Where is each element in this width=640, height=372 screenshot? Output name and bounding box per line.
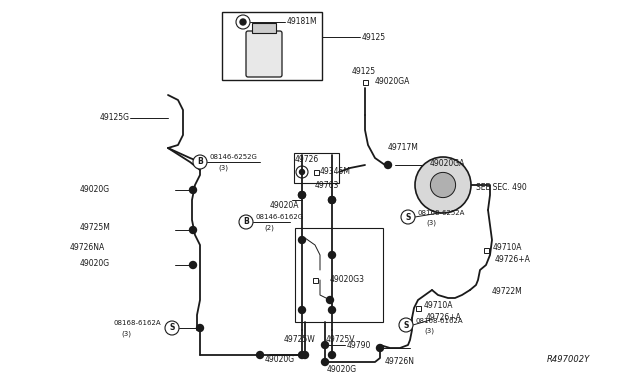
Text: 49020GA: 49020GA — [430, 158, 465, 167]
Circle shape — [415, 157, 471, 213]
Text: 49125G: 49125G — [100, 113, 130, 122]
Text: 49020G: 49020G — [327, 366, 357, 372]
Text: 08168-6162A: 08168-6162A — [416, 318, 463, 324]
Text: 49020GA: 49020GA — [375, 77, 410, 87]
FancyBboxPatch shape — [246, 31, 282, 77]
Circle shape — [328, 196, 335, 203]
Text: 49726: 49726 — [295, 155, 319, 164]
Circle shape — [165, 321, 179, 335]
Circle shape — [328, 307, 335, 314]
Text: 49763: 49763 — [315, 180, 339, 189]
Text: 49726NA: 49726NA — [70, 244, 105, 253]
Circle shape — [257, 352, 264, 359]
Text: 49710A: 49710A — [493, 244, 522, 253]
Circle shape — [328, 251, 335, 259]
Bar — [415, 305, 420, 311]
Text: 49020G: 49020G — [265, 356, 295, 365]
Text: 49725V: 49725V — [326, 336, 355, 344]
Circle shape — [298, 307, 305, 314]
Text: 49125: 49125 — [352, 67, 376, 77]
Text: 49020G3: 49020G3 — [330, 276, 365, 285]
Circle shape — [189, 262, 196, 269]
Circle shape — [298, 192, 305, 199]
Bar — [295, 228, 383, 322]
Circle shape — [376, 344, 383, 352]
Circle shape — [239, 215, 253, 229]
Text: (3): (3) — [121, 331, 131, 337]
Circle shape — [328, 352, 335, 359]
Text: 49726N: 49726N — [385, 357, 415, 366]
Text: SEE SEC. 490: SEE SEC. 490 — [476, 183, 527, 192]
Circle shape — [385, 161, 392, 169]
Circle shape — [321, 341, 328, 349]
Text: 49725M: 49725M — [80, 224, 111, 232]
Text: S: S — [403, 321, 409, 330]
Bar — [312, 278, 317, 282]
Text: 08146-6252G: 08146-6252G — [210, 154, 258, 160]
Circle shape — [300, 170, 305, 174]
Text: 49710A: 49710A — [424, 301, 454, 310]
Bar — [483, 247, 488, 253]
Text: B: B — [197, 157, 203, 167]
Circle shape — [401, 210, 415, 224]
Circle shape — [328, 196, 335, 203]
Circle shape — [298, 352, 305, 359]
Bar — [222, 12, 322, 80]
Text: 49726+A: 49726+A — [426, 314, 462, 323]
Circle shape — [196, 324, 204, 331]
Text: (3): (3) — [218, 165, 228, 171]
Text: 08146-6162G: 08146-6162G — [256, 214, 304, 220]
Circle shape — [430, 172, 456, 198]
Text: 49722M: 49722M — [492, 288, 523, 296]
Text: 49790: 49790 — [347, 340, 371, 350]
Text: 49717M: 49717M — [388, 144, 419, 153]
Bar — [314, 170, 319, 174]
Circle shape — [189, 227, 196, 234]
Bar — [362, 80, 367, 84]
Text: 49725W: 49725W — [284, 336, 316, 344]
Bar — [252, 23, 276, 33]
Text: B: B — [243, 218, 249, 227]
Text: 49181M: 49181M — [287, 17, 317, 26]
Text: 49020A: 49020A — [270, 201, 300, 209]
Text: (3): (3) — [426, 220, 436, 226]
Circle shape — [189, 186, 196, 193]
Circle shape — [298, 192, 305, 199]
Bar — [294, 153, 339, 183]
Text: 49125: 49125 — [362, 32, 386, 42]
Circle shape — [298, 237, 305, 244]
Text: 49726+A: 49726+A — [495, 256, 531, 264]
Text: (2): (2) — [264, 225, 274, 231]
Circle shape — [326, 296, 333, 304]
Text: S: S — [170, 324, 175, 333]
Text: (3): (3) — [424, 328, 434, 334]
Circle shape — [193, 155, 207, 169]
Text: 49345M: 49345M — [320, 167, 351, 176]
Circle shape — [321, 359, 328, 366]
Text: 49020G: 49020G — [80, 186, 110, 195]
Text: 08168-6162A: 08168-6162A — [113, 320, 161, 326]
Text: R497002Y: R497002Y — [547, 356, 590, 365]
Text: 08168-6252A: 08168-6252A — [418, 210, 465, 216]
Circle shape — [301, 352, 308, 359]
Text: 49020G: 49020G — [80, 259, 110, 267]
Circle shape — [240, 19, 246, 25]
Text: S: S — [405, 212, 411, 221]
Circle shape — [399, 318, 413, 332]
